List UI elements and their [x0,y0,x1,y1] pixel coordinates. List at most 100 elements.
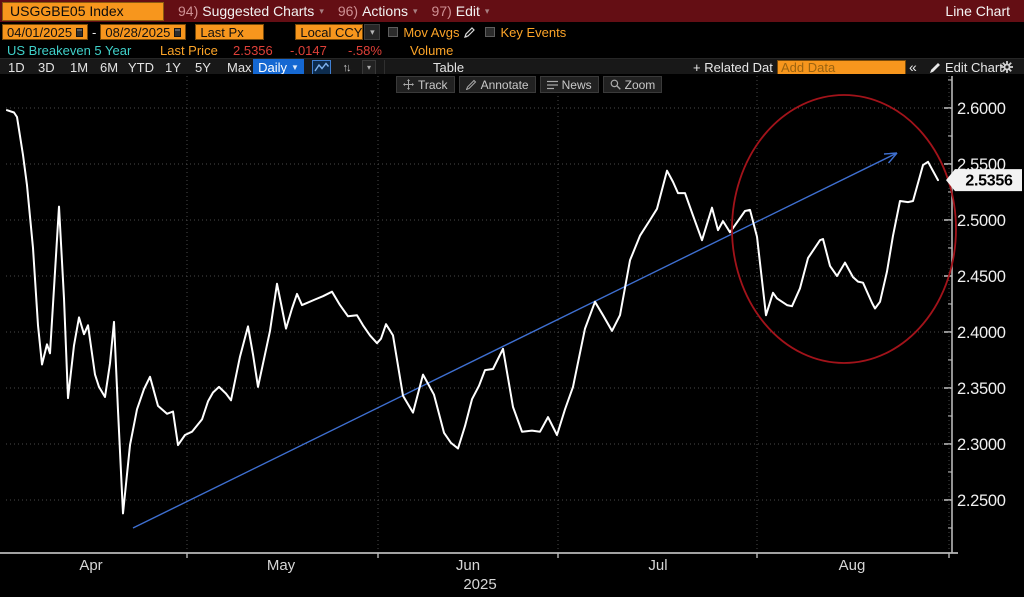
volume-label: Volume [410,43,454,58]
y-axis-label: 2.4500 [957,268,1006,286]
date-from-field[interactable]: 04/01/2025 [2,24,88,40]
menu-label: Edit [455,3,480,19]
mov-avgs-label: Mov Avgs [403,24,460,40]
y-axis-label: 2.4000 [957,324,1006,342]
last-price-label: Last Price [160,43,218,58]
news-tool-button[interactable]: News [539,76,599,93]
chevron-down-icon: ▾ [484,5,490,16]
axis-sort-button[interactable]: ↑↓ [336,60,356,75]
edit-chart-button[interactable]: Edit Chart [929,60,1003,75]
x-axis-month-label: Aug [839,557,866,574]
zoom-tool-button[interactable]: Zoom [602,76,663,93]
line-chart-icon [314,62,330,72]
track-tool-button[interactable]: Track [396,76,455,93]
chart-settings-button[interactable] [1000,60,1014,79]
currency-dropdown-caret[interactable]: ▾ [364,24,381,40]
chevron-down-icon: ▾ [413,5,418,16]
menu-shortcut: 94) [178,3,199,19]
pencil-icon [465,79,477,90]
range-tab-1y[interactable]: 1Y [165,60,181,75]
menu-edit[interactable]: 97) Edit ▾ [432,3,490,19]
last-price-flag-value: 2.5356 [965,173,1013,190]
menu-shortcut: 97) [431,3,452,19]
collapse-panel-button[interactable]: « [909,59,917,75]
period-dropdown[interactable]: Daily ▼ [253,59,304,76]
edit-chart-label: Edit Chart [945,60,1003,75]
chevron-down-icon: ▼ [290,63,299,72]
trendline-annotation[interactable] [132,152,898,529]
range-tab-max[interactable]: Max [227,60,252,75]
y-axis-label: 2.6000 [957,100,1006,118]
price-type-field[interactable]: Last Px [195,24,265,40]
x-axis-month-label: Jul [648,557,667,574]
range-tab-5y[interactable]: 5Y [195,60,211,75]
chart-options-caret[interactable]: ▾ [362,60,376,75]
related-data-button[interactable]: + Related Dat [693,60,773,75]
last-price-flag [946,169,1022,192]
add-data-input[interactable] [777,60,906,75]
x-axis-month-label: May [267,557,296,574]
price-line-series [6,109,939,515]
range-tab-3d[interactable]: 3D [38,60,55,75]
last-price-value: 2.5356 [233,43,273,58]
x-axis-year-label: 2025 [463,576,496,593]
chart-tools-bar: Track Annotate News Zoom [396,76,663,93]
price-chart-plot[interactable]: 2.60002.55002.50002.45002.40002.35002.30… [0,74,1024,597]
security-name: US Breakeven 5 Year [7,43,132,58]
price-change: -.0147 [290,43,327,58]
tool-label: Zoom [624,77,656,92]
menu-label: Actions [362,3,408,19]
menu-actions[interactable]: 96) Actions ▾ [338,3,418,19]
table-button[interactable]: Table [433,60,465,75]
ellipse-annotation[interactable] [731,94,957,364]
tool-label: Track [418,77,448,92]
news-lines-icon [546,80,558,90]
key-events-label: Key Events [500,24,567,40]
date-from-value: 04/01/2025 [7,24,73,40]
currency-field[interactable]: Local CCY [295,24,364,40]
calendar-icon[interactable] [76,27,83,37]
ticker-text: USGGBE05 Index [10,2,124,19]
period-value: Daily [258,60,287,75]
chevron-down-icon: ▾ [366,63,371,72]
y-axis-label: 2.2500 [957,492,1006,510]
move-icon [403,79,414,90]
pencil-icon [930,63,940,73]
menu-shortcut: 96) [337,3,359,19]
range-tab-1d[interactable]: 1D [8,60,25,75]
y-axis-label: 2.3500 [957,380,1006,398]
key-events-checkbox[interactable] [485,27,496,37]
calendar-icon[interactable] [174,27,182,37]
range-tab-ytd[interactable]: YTD [128,60,154,75]
x-axis-month-label: Apr [79,557,102,574]
date-range-separator: - [92,24,97,40]
gear-icon [1001,61,1013,73]
range-tab-1m[interactable]: 1M [70,60,89,75]
chart-toolbar: 1D 3D 1M 6M YTD 1Y 5Y Max Daily ▼ ↑↓ ▾ Table + … [0,58,1024,76]
date-to-field[interactable]: 08/28/2025 [100,24,187,40]
chart-type-label: Line Chart [945,3,1010,19]
ticker-input[interactable]: USGGBE05 Index [2,1,164,21]
chevron-down-icon: ▾ [319,5,324,16]
chart-area: Track Annotate News Zoom 2.6000 2.5500 2.5000… [0,74,1024,597]
mov-avgs-pencil-icon[interactable] [463,26,476,39]
menu-label: Suggested Charts [202,3,315,19]
magnifier-icon [610,79,621,90]
range-tab-6m[interactable]: 6M [100,60,119,75]
trendline-arrowhead [883,152,898,164]
title-bar: USGGBE05 Index 94) Suggested Charts ▾ 96) Ac… [0,0,1024,22]
menu-bar: 94) Suggested Charts ▾ 96) Actions ▾ 97) Edit ▾ [164,3,489,19]
chevron-down-icon: ▾ [370,26,375,37]
currency-value: Local CCY [300,24,363,40]
y-axis-label: 2.5000 [957,212,1006,230]
y-axis-label: 2.3000 [957,436,1006,454]
line-chart-type-button[interactable] [312,60,331,75]
mov-avgs-checkbox[interactable] [388,27,399,37]
price-type-value: Last Px [200,24,244,40]
toolbar-separator [384,60,385,75]
menu-suggested-charts[interactable]: 94) Suggested Charts ▾ [178,3,324,19]
annotate-tool-button[interactable]: Annotate [458,76,536,93]
up-down-arrows-icon: ↑↓ [342,61,352,74]
settings-bar: 04/01/2025 - 08/28/2025 Last Px Local CC… [0,22,1024,42]
